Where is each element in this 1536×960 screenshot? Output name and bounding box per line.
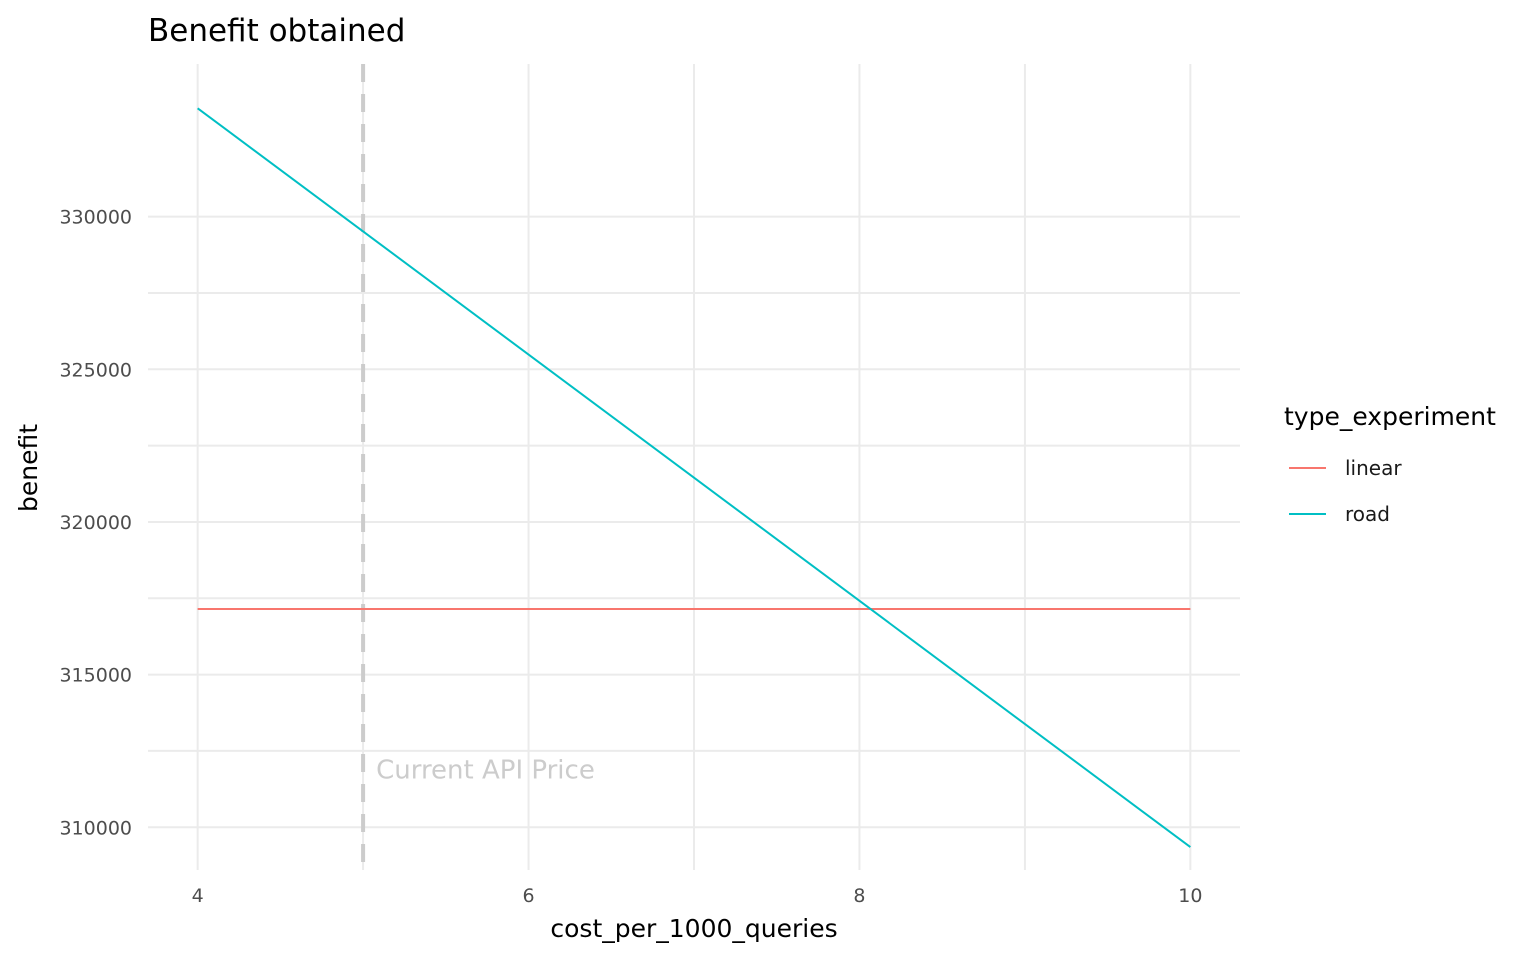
legend-title: type_experiment xyxy=(1284,402,1496,431)
legend-label-linear: linear xyxy=(1345,456,1402,480)
y-tick-label: 310000 xyxy=(59,817,132,839)
reference-line-label: Current API Price xyxy=(376,755,595,785)
y-tick-label: 325000 xyxy=(59,359,132,381)
y-tick-labels: 310000 315000 320000 325000 330000 xyxy=(59,207,132,840)
series-line-road xyxy=(197,107,1191,848)
reference-line-layer: Current API Price xyxy=(361,64,595,870)
x-axis-title: cost_per_1000_queries xyxy=(550,914,837,943)
legend: type_experiment linear road xyxy=(1284,402,1496,526)
grid-layer xyxy=(148,64,1240,870)
x-tick-label: 8 xyxy=(853,885,865,907)
series-layer xyxy=(197,107,1191,848)
legend-items: linear road xyxy=(1289,456,1402,526)
x-tick-label: 4 xyxy=(192,885,204,907)
y-axis-title: benefit xyxy=(14,424,43,512)
x-tick-labels: 4 6 8 10 xyxy=(192,885,1203,907)
x-tick-label: 6 xyxy=(522,885,534,907)
y-tick-label: 315000 xyxy=(59,665,132,687)
y-tick-label: 320000 xyxy=(59,512,132,534)
y-tick-label: 330000 xyxy=(59,207,132,229)
chart-title: Benefit obtained xyxy=(148,13,405,49)
x-tick-label: 10 xyxy=(1178,885,1202,907)
legend-label-road: road xyxy=(1345,502,1390,526)
